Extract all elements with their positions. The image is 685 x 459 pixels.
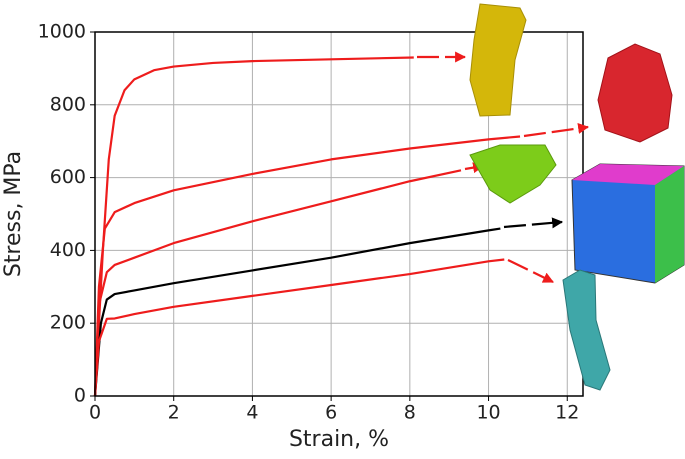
grain-teal: [562, 269, 611, 391]
y-tick-label: 800: [50, 93, 86, 115]
series-line: [93, 169, 462, 397]
x-tick-label: 6: [325, 402, 337, 424]
y-tick-label: 1000: [38, 21, 86, 43]
x-tick-label: 10: [476, 402, 500, 424]
y-tick-label: 0: [74, 385, 86, 407]
y-tick-label: 600: [50, 166, 86, 188]
x-tick-label: 2: [168, 402, 180, 424]
ticks: 0 200 400 600 800 1000 0 2 4 6 8 10 12: [38, 21, 580, 424]
grain-cube-side: [655, 166, 684, 283]
x-tick-label: 12: [555, 402, 579, 424]
x-tick-label: 0: [89, 402, 101, 424]
grain-shapes: [469, 3, 685, 391]
series-line: [93, 258, 505, 397]
grain-red: [597, 43, 673, 143]
x-axis-title: Strain, %: [289, 427, 389, 452]
y-tick-label: 200: [50, 312, 86, 334]
x-tick-label: 4: [246, 402, 258, 424]
grain-cube-top: [572, 164, 684, 185]
arrow: [503, 217, 564, 229]
x-tick-label: 8: [404, 402, 416, 424]
y-tick-label: 400: [50, 239, 86, 261]
y-axis-title: Stress, MPa: [1, 151, 26, 277]
arrow: [523, 122, 590, 138]
arrow: [507, 259, 554, 283]
grain-green: [469, 144, 557, 204]
grain-yellow: [469, 3, 527, 117]
series-line: [93, 227, 501, 397]
series-line: [93, 56, 414, 397]
series-line: [93, 135, 521, 397]
lines: [93, 56, 521, 397]
